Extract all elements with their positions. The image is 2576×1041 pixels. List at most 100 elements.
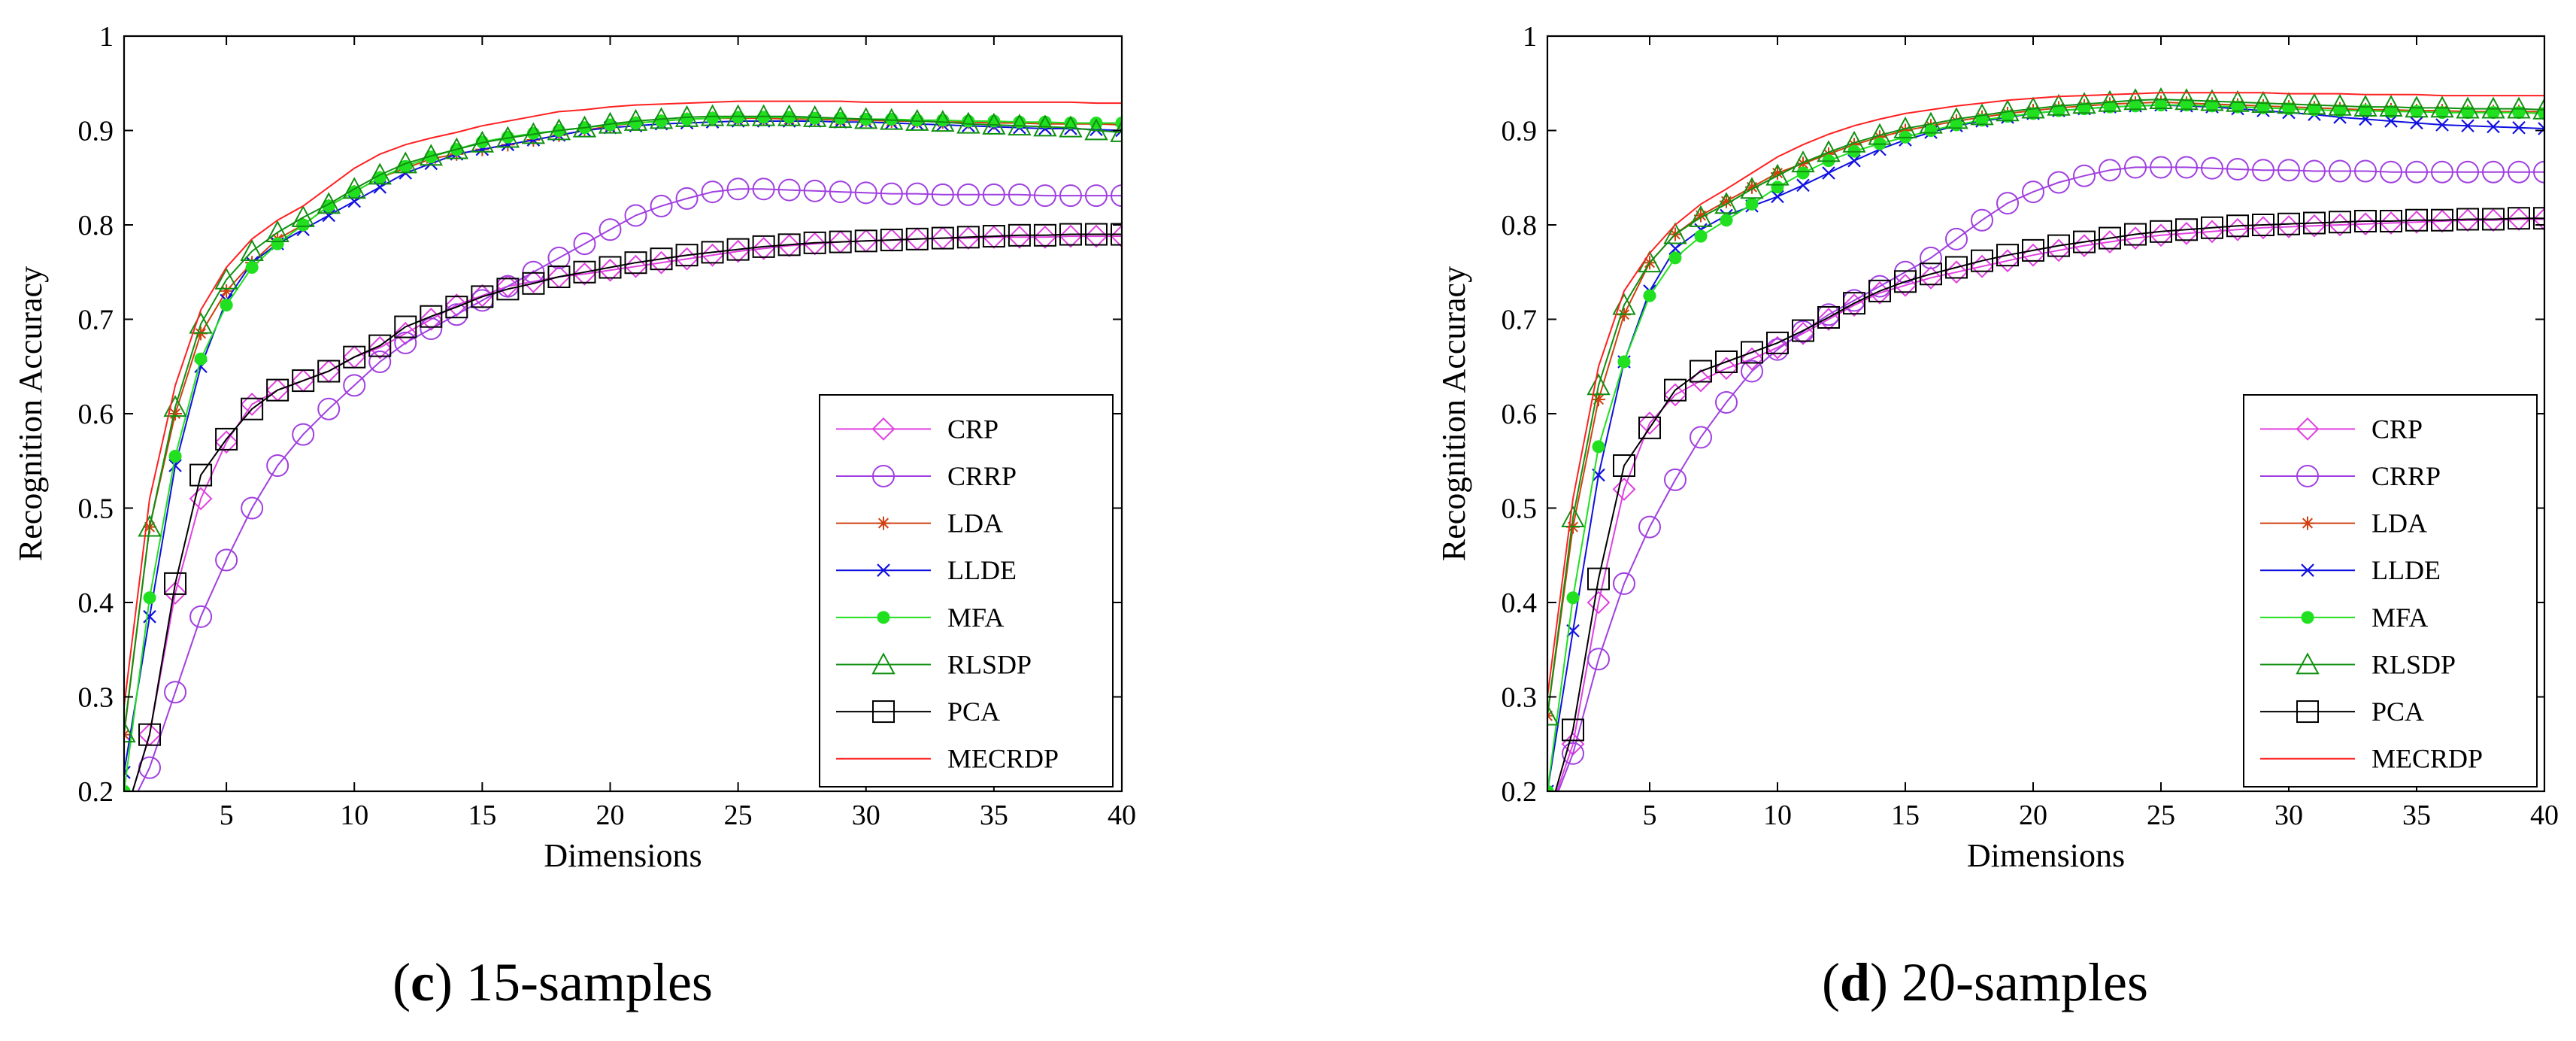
x-tick-label: 10 xyxy=(340,800,368,831)
marker-crrp-0 xyxy=(114,809,135,830)
marker-crrp-36 xyxy=(1033,184,1056,208)
marker-crrp-33 xyxy=(2380,160,2402,184)
marker-rlsdp-5 xyxy=(240,239,264,262)
marker-crrp-24 xyxy=(726,178,750,201)
marker-crrp-26 xyxy=(2201,156,2223,180)
marker-lda-8 xyxy=(1745,180,1759,194)
marker-pca-35 xyxy=(1008,223,1031,247)
marker-crrp-28 xyxy=(2252,159,2274,182)
legend-label-rlsdp: RLSDP xyxy=(2371,649,2456,679)
marker-pca-28 xyxy=(2252,214,2274,236)
marker-rlsdp-19 xyxy=(598,111,623,134)
y-tick-label: 0.7 xyxy=(1502,305,1538,336)
marker-mfa-32 xyxy=(2359,104,2372,117)
marker-mfa-9 xyxy=(1771,181,1784,194)
marker-pca-39 xyxy=(1111,223,1122,246)
marker-crrp-3 xyxy=(1613,572,1635,595)
marker-pca-12 xyxy=(420,305,443,328)
marker-rlsdp-9 xyxy=(342,177,366,199)
marker-crrp-36 xyxy=(2456,160,2479,184)
marker-rlsdp-33 xyxy=(956,111,980,134)
marker-crrp-17 xyxy=(1971,208,1993,232)
marker-pca-33 xyxy=(956,226,980,249)
marker-pca-38 xyxy=(1084,223,1108,246)
marker-llde-5 xyxy=(1668,241,1682,256)
marker-llde-33 xyxy=(2384,114,2398,128)
marker-pca-33 xyxy=(2380,209,2402,232)
marker-rlsdp-35 xyxy=(1008,114,1032,136)
panel-caption: (c) 15-samples xyxy=(392,952,713,1012)
marker-pca-0 xyxy=(114,809,135,830)
marker-rlsdp-37 xyxy=(1059,115,1083,138)
marker-crrp-19 xyxy=(2022,181,2044,204)
marker-crrp-9 xyxy=(343,374,366,397)
marker-crp-37 xyxy=(1059,224,1083,248)
marker-crp-37 xyxy=(2481,208,2505,232)
marker-lda-13 xyxy=(1873,130,1887,144)
marker-crp-4 xyxy=(1638,411,1662,435)
series-line-mfa xyxy=(124,116,1122,791)
marker-lda-14 xyxy=(1899,123,1912,138)
x-tick-label: 5 xyxy=(220,800,234,831)
marker-crrp-21 xyxy=(650,194,673,217)
marker-crrp-7 xyxy=(1715,390,1738,414)
marker-crp-22 xyxy=(2098,230,2122,254)
marker-rlsdp-28 xyxy=(829,106,853,129)
marker-rlsdp-10 xyxy=(368,162,392,185)
marker-mfa-23 xyxy=(2129,99,2142,113)
marker-rlsdp-15 xyxy=(1919,111,1943,134)
marker-crrp-6 xyxy=(1690,426,1712,449)
marker-rlsdp-25 xyxy=(2174,88,2199,111)
marker-llde-39 xyxy=(2538,122,2544,135)
marker-rlsdp-30 xyxy=(2302,93,2326,115)
marker-crrp-38 xyxy=(1084,184,1108,208)
legend-label-crrp: CRRP xyxy=(2371,461,2441,491)
marker-pca-23 xyxy=(2124,223,2147,246)
y-tick-label: 0.2 xyxy=(78,776,114,808)
marker-crp-10 xyxy=(1791,321,1815,345)
marker-rlsdp-18 xyxy=(1996,99,2020,122)
marker-crrp-29 xyxy=(854,181,877,205)
marker-mfa-31 xyxy=(911,114,924,127)
marker-mfa-28 xyxy=(2256,101,2270,114)
y-tick-label: 0.7 xyxy=(78,305,114,336)
marker-rlsdp-24 xyxy=(726,104,750,126)
marker-pca-34 xyxy=(982,225,1005,248)
legend-label-lda: LDA xyxy=(947,508,1003,539)
caption-letter: d xyxy=(1840,952,1870,1012)
y-tick-label: 0.2 xyxy=(1502,776,1538,808)
marker-pca-10 xyxy=(368,334,392,357)
marker-crrp-19 xyxy=(599,218,622,241)
marker-legend-crrp-0 xyxy=(2296,464,2319,487)
chart-panel-c: 5 10 15 20 25 30 35 40 0.2 0.3 0.4 0.5 0.6 0.7 0.8 0.9 1… xyxy=(12,21,1136,1012)
legend-label-crp: CRP xyxy=(2371,414,2423,444)
marker-pca-4 xyxy=(1638,416,1661,439)
marker-crrp-23 xyxy=(701,181,724,204)
marker-mfa-0 xyxy=(124,785,131,791)
marker-legend-rlsdp-0 xyxy=(2296,652,2320,675)
marker-crrp-39 xyxy=(2533,160,2544,184)
marker-pca-5 xyxy=(1664,378,1687,402)
marker-pca-1 xyxy=(138,723,162,746)
marker-crrp-20 xyxy=(624,204,647,227)
marker-crrp-7 xyxy=(292,423,315,446)
marker-pca-29 xyxy=(854,229,877,253)
series-line-crp xyxy=(1556,218,2544,791)
caption-text: 15-samples xyxy=(466,952,713,1012)
marker-pca-25 xyxy=(752,235,775,258)
marker-lda-2 xyxy=(168,407,183,420)
marker-pca-31 xyxy=(2329,211,2351,234)
x-tick-label: 5 xyxy=(1643,800,1657,831)
marker-legend-mfa-0 xyxy=(877,611,890,624)
marker-pca-23 xyxy=(701,241,724,264)
marker-llde-36 xyxy=(2461,119,2474,133)
marker-crp-0 xyxy=(1537,809,1558,830)
marker-crrp-25 xyxy=(752,178,775,201)
marker-crrp-33 xyxy=(956,183,980,206)
marker-pca-22 xyxy=(675,244,699,267)
marker-rlsdp-34 xyxy=(982,112,1006,135)
marker-crrp-8 xyxy=(317,397,341,420)
marker-lda-9 xyxy=(1771,165,1784,180)
marker-crrp-2 xyxy=(164,681,187,704)
marker-rlsdp-8 xyxy=(1740,177,1764,199)
